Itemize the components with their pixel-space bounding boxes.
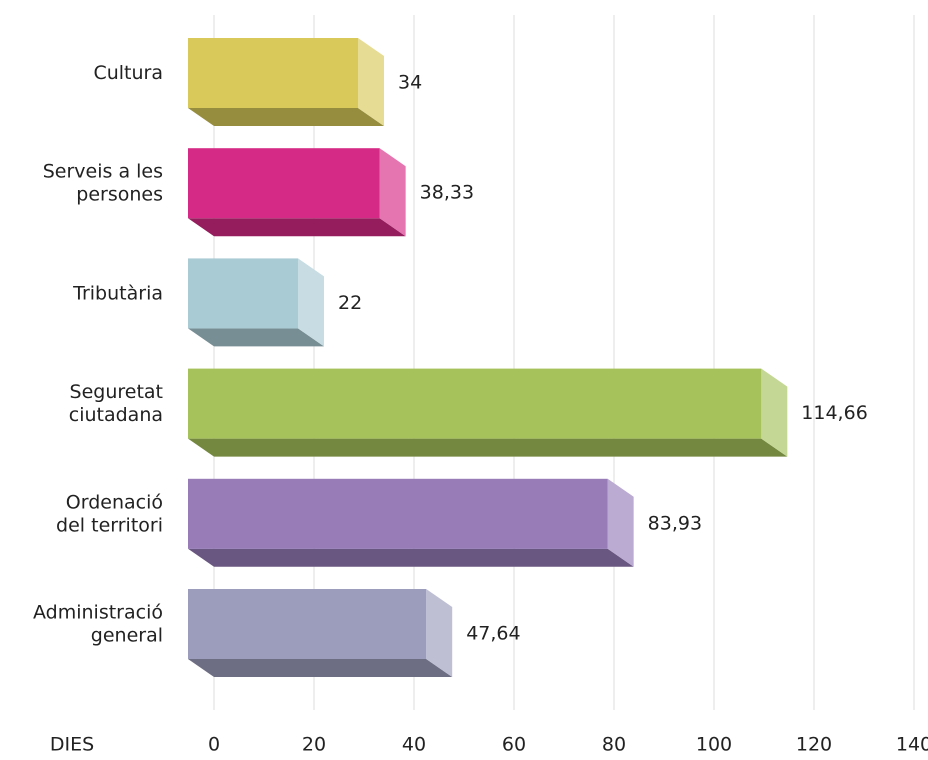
bar-bottom xyxy=(188,438,788,457)
bar-bottom xyxy=(188,548,634,567)
value-label: 38,33 xyxy=(420,182,474,204)
bar-bottom xyxy=(188,328,324,347)
bar-side xyxy=(358,38,384,126)
category-label: Serveis a les persones xyxy=(43,160,163,205)
bar-bottom xyxy=(188,218,406,237)
category-label: Tributària xyxy=(72,282,163,304)
bar-side xyxy=(607,478,634,567)
value-label: 83,93 xyxy=(648,512,702,534)
category-label: Seguretat ciutadana xyxy=(69,381,163,426)
x-tick-label: 140 xyxy=(896,734,928,756)
bar xyxy=(188,368,762,439)
x-tick-label: 0 xyxy=(208,734,220,756)
bar xyxy=(188,589,427,659)
category-label: Ordenació del territori xyxy=(56,491,163,536)
bar xyxy=(188,148,380,219)
bar xyxy=(188,258,298,329)
bar xyxy=(188,38,358,108)
bar-bottom xyxy=(188,108,384,126)
x-axis-label: DIES xyxy=(50,734,94,756)
category-label: Cultura xyxy=(93,62,163,84)
x-tick-label: 60 xyxy=(502,734,526,756)
bar xyxy=(188,478,608,549)
bar-side xyxy=(298,258,324,347)
value-label: 114,66 xyxy=(801,402,867,424)
x-tick-label: 120 xyxy=(796,734,832,756)
bar-bottom xyxy=(188,659,453,677)
bar-side xyxy=(379,148,406,237)
x-tick-label: 20 xyxy=(302,734,326,756)
value-label: 22 xyxy=(338,292,362,314)
value-label: 47,64 xyxy=(466,623,520,645)
value-label: 34 xyxy=(398,72,422,94)
bar-side xyxy=(426,589,453,677)
bar-side xyxy=(761,368,788,457)
x-tick-label: 100 xyxy=(696,734,732,756)
category-label: Administració general xyxy=(33,601,163,646)
x-tick-label: 40 xyxy=(402,734,426,756)
x-tick-label: 80 xyxy=(602,734,626,756)
